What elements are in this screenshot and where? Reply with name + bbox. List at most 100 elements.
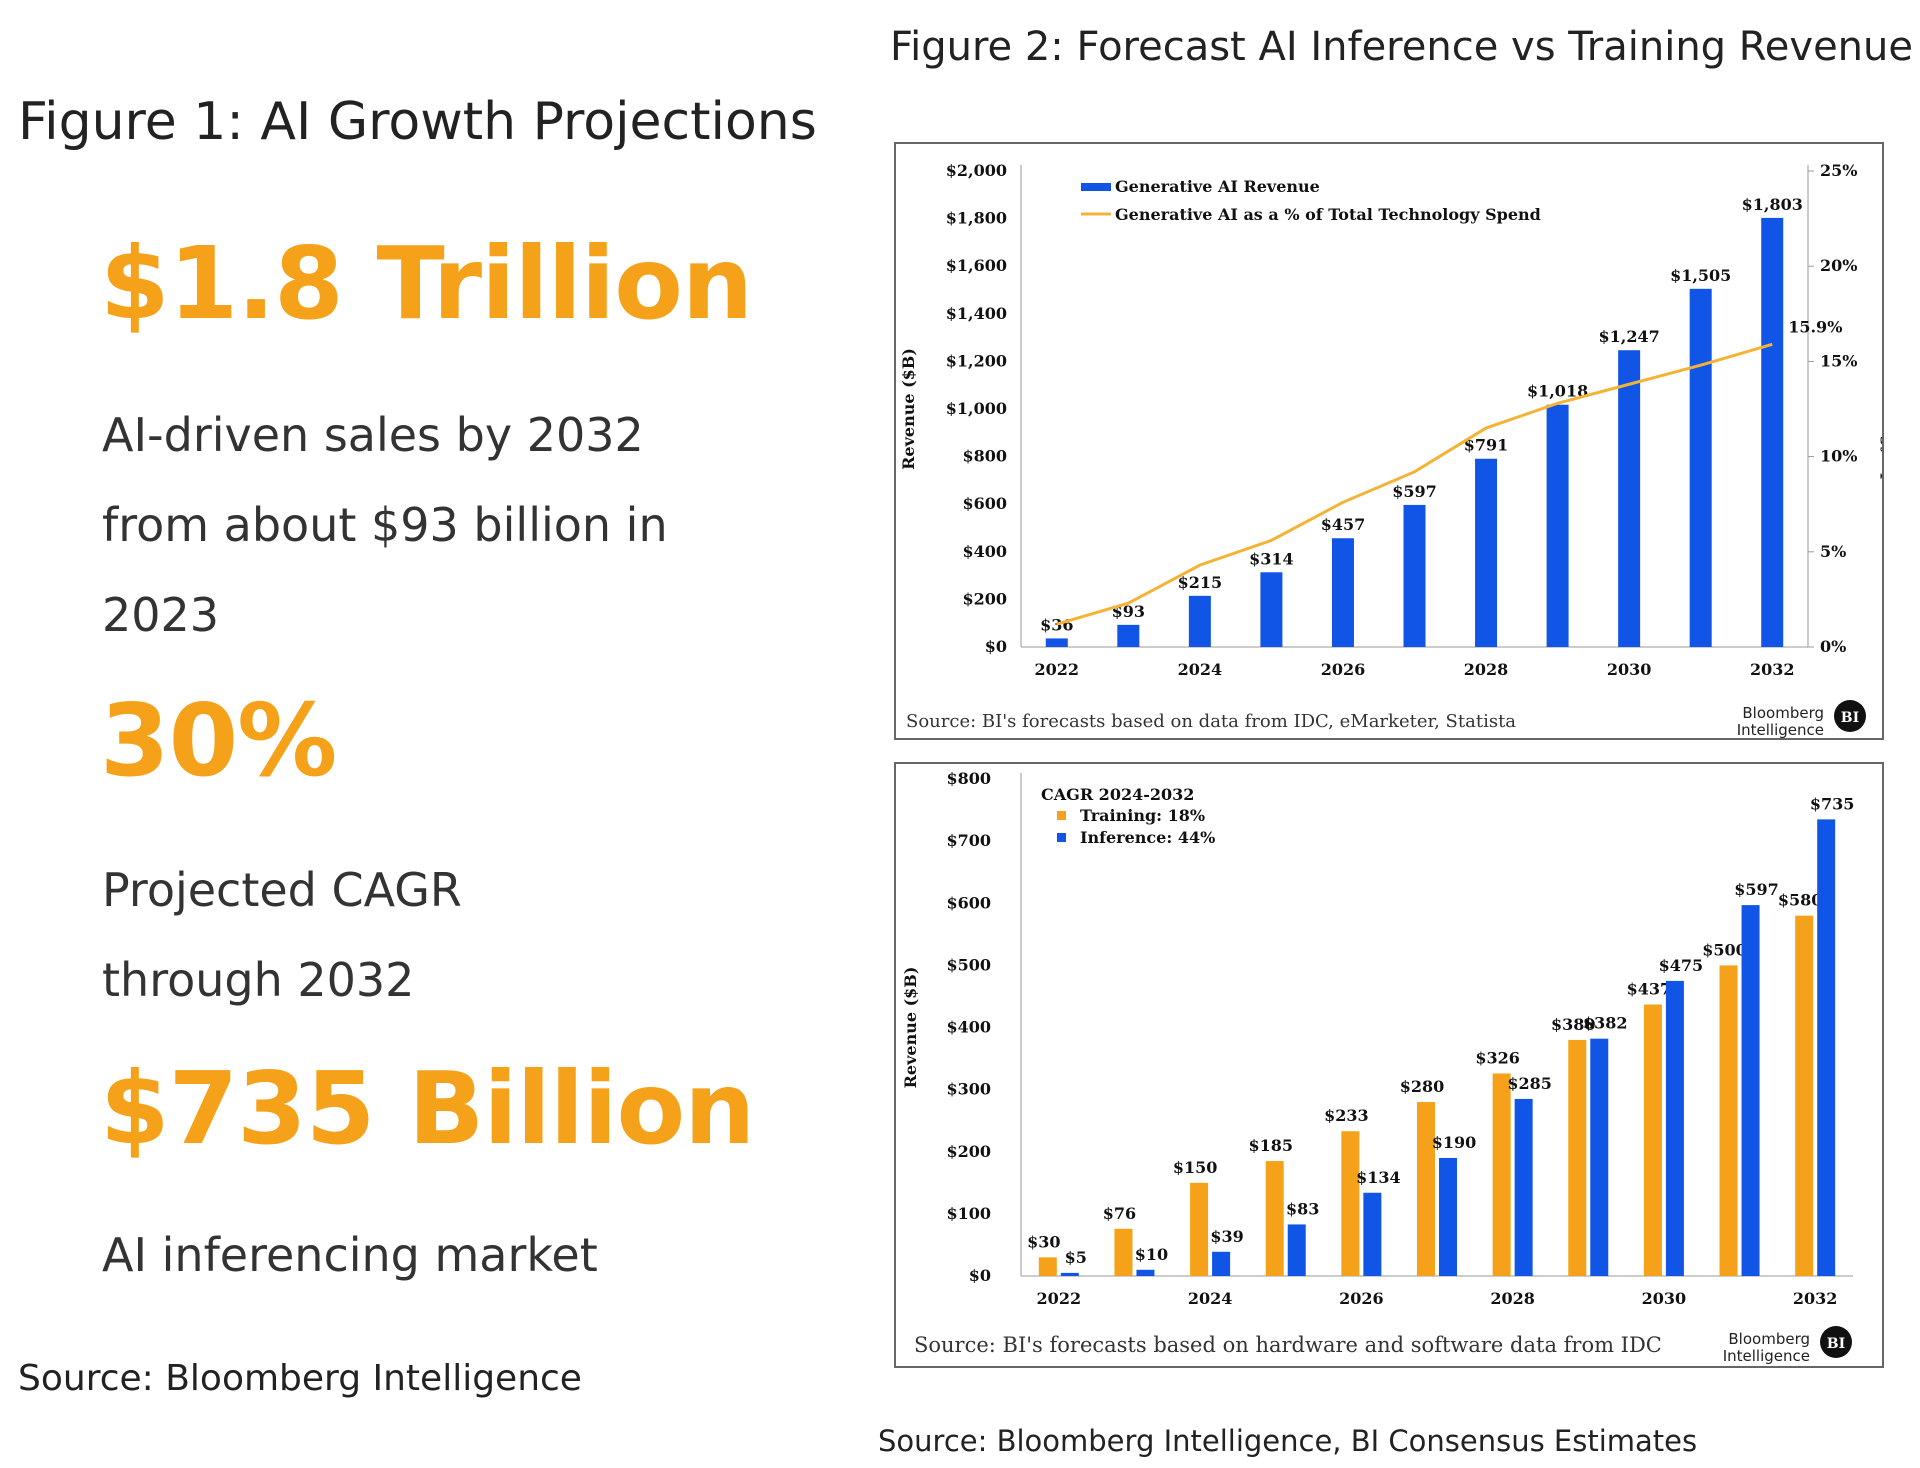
- figure-2-title: Figure 2: Forecast AI Inference vs Train…: [890, 24, 1913, 70]
- y-tick-label: $600: [946, 893, 991, 912]
- chart-genai-revenue-svg: $0 $200 $400 $600 $800 $1,000 $1,200 $1,400 $1,6…: [899, 161, 1882, 738]
- legend-label: Training: 18%: [1080, 806, 1205, 825]
- y2-tick-label: 25%: [1820, 161, 1857, 180]
- bi-logo-mark: BI: [1841, 710, 1859, 726]
- y-tick-label: $800: [962, 447, 1007, 466]
- logo-brand-line: Intelligence: [1723, 1347, 1810, 1365]
- bar-data-label-training: $580: [1778, 891, 1823, 910]
- bar-data-label-inference: $5: [1065, 1248, 1087, 1267]
- x-tick-label: 2032: [1750, 660, 1795, 679]
- bar-data-label-inference: $39: [1210, 1227, 1243, 1246]
- stat-desc-line: AI-driven sales by 2032: [102, 408, 644, 462]
- bar-data-label: $791: [1464, 436, 1509, 455]
- bar-data-label-training: $150: [1173, 1158, 1218, 1177]
- bar-genai-revenue: [1403, 504, 1426, 647]
- y-axis-title: Revenue ($B): [901, 967, 920, 1089]
- x-tick-label: 2028: [1490, 1289, 1535, 1308]
- y-tick-label: $1,000: [946, 399, 1007, 418]
- bar-genai-revenue: [1761, 217, 1784, 648]
- bar-data-label: $597: [1392, 482, 1437, 501]
- y2-tick-label: 5%: [1820, 542, 1846, 561]
- y-tick-label: $0: [969, 1266, 991, 1285]
- legend-label: Generative AI as a % of Total Technology…: [1115, 205, 1541, 224]
- y2-tick-label: 10%: [1820, 447, 1857, 466]
- left-source: Source: Bloomberg Intelligence: [18, 1358, 582, 1399]
- bar-data-label: $1,803: [1742, 195, 1803, 214]
- bar-genai-revenue: [1475, 458, 1498, 647]
- bar-training: [1038, 1257, 1057, 1276]
- y-tick-label: $400: [962, 542, 1007, 561]
- x-tick-label: 2024: [1188, 1289, 1233, 1308]
- stat-desc-line: 2023: [102, 588, 220, 642]
- y-tick-label: $500: [946, 955, 991, 974]
- legend-title: CAGR 2024-2032: [1041, 785, 1194, 804]
- bar-training: [1568, 1039, 1587, 1276]
- chart-source: Source: BI's forecasts based on hardware…: [914, 1333, 1662, 1357]
- logo-brand-line: Bloomberg: [1742, 704, 1824, 722]
- bar-inference: [1514, 1098, 1533, 1276]
- x-tick-label: 2022: [1037, 1289, 1082, 1308]
- bar-genai-revenue: [1117, 624, 1140, 647]
- y2-tick-label: 15%: [1820, 351, 1857, 370]
- y-tick-label: $1,600: [946, 256, 1007, 275]
- bar-data-label-inference: $382: [1583, 1014, 1628, 1033]
- bar-training: [1190, 1182, 1209, 1276]
- bar-genai-revenue: [1045, 638, 1068, 647]
- x-tick-label: 2026: [1339, 1289, 1384, 1308]
- line-end-label: 15.9%: [1788, 317, 1842, 336]
- x-tick-label: 2030: [1642, 1289, 1687, 1308]
- logo-brand-line: Bloomberg: [1728, 1330, 1810, 1348]
- figure-1-title: Figure 1: AI Growth Projections: [18, 92, 817, 152]
- bar-training: [1643, 1004, 1662, 1276]
- bar-training: [1114, 1228, 1133, 1276]
- y-tick-label: $300: [946, 1080, 991, 1099]
- x-tick-label: 2022: [1035, 660, 1080, 679]
- stat-desc-inference: AI inferencing market: [102, 1210, 598, 1300]
- bar-data-label: $457: [1321, 515, 1366, 534]
- legend-swatch-revenue: [1081, 183, 1111, 191]
- bar-inference: [1590, 1038, 1609, 1276]
- legend-swatch-training: [1057, 811, 1066, 820]
- stat-value-trillion: $1.8 Trillion: [100, 225, 753, 342]
- bar-training: [1492, 1073, 1511, 1276]
- y-axis-title: Revenue ($B): [899, 348, 918, 470]
- bar-inference: [1212, 1251, 1231, 1276]
- stat-desc-cagr: Projected CAGR through 2032: [102, 845, 462, 1025]
- bar-inference: [1287, 1224, 1306, 1276]
- y-tick-label: $1,400: [946, 304, 1007, 323]
- bar-training: [1341, 1131, 1360, 1276]
- bar-inference: [1439, 1157, 1457, 1276]
- stat-desc-trillion: AI-driven sales by 2032 from about $93 b…: [102, 390, 668, 660]
- y-tick-label: $600: [962, 494, 1007, 513]
- logo-brand-line: Intelligence: [1737, 721, 1824, 738]
- bar-inference: [1665, 980, 1684, 1276]
- bar-data-label-training: $500: [1702, 940, 1747, 959]
- bar-training: [1417, 1102, 1435, 1276]
- stat-desc-line: from about $93 billion in: [102, 498, 668, 552]
- chart-inference-vs-training-svg: $0 $100 $200 $300 $400 $500 $600 $700 $800 Revenu…: [901, 769, 1854, 1365]
- right-source: Source: Bloomberg Intelligence, BI Conse…: [878, 1424, 1698, 1458]
- bar-genai-revenue: [1331, 538, 1354, 647]
- bar-data-label-training: $326: [1475, 1048, 1520, 1067]
- bar-training: [1719, 965, 1738, 1276]
- bar-data-label-training: $280: [1400, 1077, 1445, 1096]
- bar-data-label-training: $437: [1627, 980, 1672, 999]
- bi-logo-icon: [1820, 1326, 1852, 1358]
- y-tick-label: $0: [985, 637, 1007, 656]
- y-tick-label: $800: [946, 769, 991, 788]
- y2-tick-label: 0%: [1820, 637, 1846, 656]
- bar-data-label-training: $380: [1551, 1015, 1596, 1034]
- bar-data-label-inference: $285: [1507, 1074, 1552, 1093]
- bi-logo-icon: [1834, 700, 1866, 732]
- legend-label: Inference: 44%: [1080, 828, 1215, 847]
- bar-training: [1265, 1161, 1284, 1276]
- bar-genai-revenue: [1689, 288, 1712, 647]
- bar-inference: [1817, 819, 1836, 1276]
- bar-inference: [1363, 1192, 1382, 1276]
- bar-data-label-training: $30: [1027, 1232, 1060, 1251]
- bar-genai-revenue: [1546, 404, 1569, 647]
- stat-desc-line: AI inferencing market: [102, 1228, 598, 1282]
- legend-label: Generative AI Revenue: [1115, 177, 1320, 196]
- bar-data-label: $1,018: [1527, 382, 1588, 401]
- bi-logo-mark: BI: [1827, 1336, 1845, 1352]
